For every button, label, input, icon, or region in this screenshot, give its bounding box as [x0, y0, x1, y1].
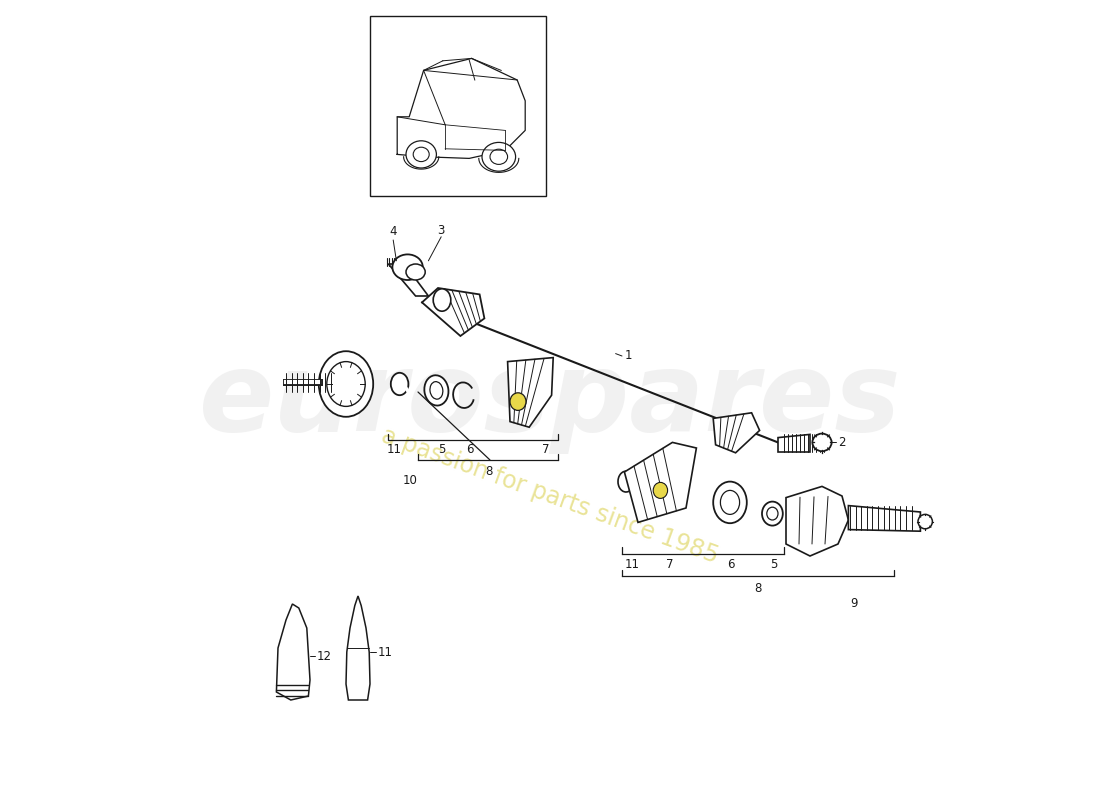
Text: 7: 7: [667, 558, 673, 571]
Ellipse shape: [319, 351, 373, 417]
Text: a passion for parts since 1985: a passion for parts since 1985: [378, 424, 722, 568]
Ellipse shape: [433, 289, 451, 311]
Text: 6: 6: [727, 558, 735, 571]
Ellipse shape: [767, 507, 778, 520]
Ellipse shape: [490, 149, 507, 165]
Text: 11: 11: [625, 558, 640, 571]
Text: 12: 12: [317, 650, 331, 662]
Ellipse shape: [482, 142, 516, 171]
Ellipse shape: [390, 373, 408, 395]
Ellipse shape: [406, 264, 426, 280]
Text: 10: 10: [403, 474, 417, 486]
Text: 1: 1: [625, 350, 632, 362]
Polygon shape: [422, 288, 484, 336]
Polygon shape: [388, 264, 428, 296]
Text: 7: 7: [542, 443, 550, 456]
Ellipse shape: [414, 147, 429, 162]
Bar: [370, 16, 546, 196]
Polygon shape: [276, 604, 310, 700]
Polygon shape: [507, 358, 553, 427]
Text: 3: 3: [438, 224, 444, 237]
Text: 5: 5: [438, 443, 446, 456]
Text: 11: 11: [386, 443, 402, 456]
Polygon shape: [778, 434, 810, 452]
Ellipse shape: [425, 375, 449, 406]
Text: 11: 11: [378, 646, 393, 658]
Polygon shape: [786, 486, 848, 556]
Ellipse shape: [327, 362, 365, 406]
Text: 8: 8: [755, 582, 761, 595]
Ellipse shape: [813, 434, 832, 451]
Ellipse shape: [653, 482, 668, 498]
Polygon shape: [346, 596, 370, 700]
Ellipse shape: [720, 490, 739, 514]
Ellipse shape: [713, 482, 747, 523]
Ellipse shape: [510, 393, 526, 410]
Text: 6: 6: [466, 443, 474, 456]
Text: 8: 8: [485, 465, 493, 478]
Polygon shape: [848, 506, 921, 531]
Text: 4: 4: [389, 226, 397, 238]
Polygon shape: [625, 442, 696, 522]
Ellipse shape: [918, 514, 933, 529]
Text: 2: 2: [838, 436, 846, 449]
Text: 5: 5: [770, 558, 778, 571]
Ellipse shape: [406, 141, 437, 168]
Text: eurospares: eurospares: [199, 346, 901, 454]
Ellipse shape: [393, 254, 422, 280]
Polygon shape: [713, 413, 760, 453]
Ellipse shape: [762, 502, 783, 526]
Text: 9: 9: [850, 597, 858, 610]
Ellipse shape: [430, 382, 443, 399]
